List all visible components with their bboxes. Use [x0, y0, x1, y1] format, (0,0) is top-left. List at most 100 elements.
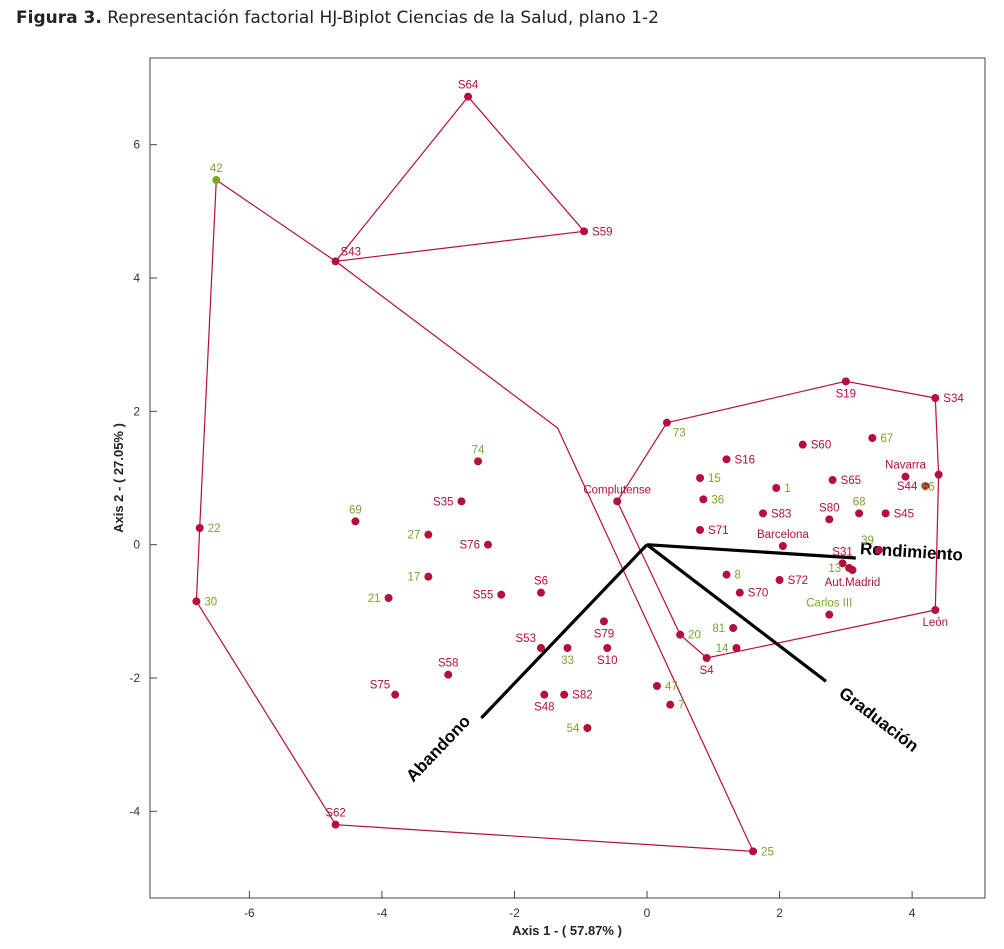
point-label-21: 21 [368, 593, 381, 605]
x-tick-label: -6 [244, 906, 255, 920]
point-label-1: 1 [784, 483, 790, 495]
point-s72 [775, 576, 784, 584]
point-label-s35: S35 [433, 496, 453, 508]
point-47 [652, 682, 661, 690]
point-label-s82: S82 [572, 690, 592, 702]
point-label-s55: S55 [473, 590, 493, 602]
y-tick-label: 4 [133, 271, 140, 285]
point-74 [474, 457, 483, 466]
point-aut-madrid [848, 566, 857, 574]
point-s53 [536, 644, 545, 652]
point-label-s19: S19 [836, 388, 856, 400]
point-label-s53: S53 [516, 633, 536, 645]
point-s59 [580, 227, 589, 236]
point-30 [192, 597, 201, 606]
point-s55 [497, 590, 506, 599]
figure-caption: Figura 3. Representación factorial HJ-Bi… [16, 8, 659, 28]
point-label-s45: S45 [894, 508, 914, 520]
point-label-s62: S62 [325, 808, 345, 820]
point-label-s48: S48 [534, 702, 554, 714]
y-tick-label: -2 [129, 671, 140, 685]
point-label-25: 25 [761, 846, 774, 858]
point-54 [583, 724, 592, 732]
point-label-s34: S34 [943, 393, 964, 405]
y-tick-label: 0 [133, 538, 140, 552]
point-label-s70: S70 [748, 588, 768, 600]
point-22 [195, 524, 204, 532]
point-navarra [901, 472, 910, 481]
point-17 [424, 572, 433, 581]
point-group: S64S59S43422230S62257469S3527S761721S6S5… [192, 80, 964, 858]
point-s71 [696, 526, 705, 534]
point-label-s83: S83 [771, 508, 791, 520]
point-69 [351, 517, 360, 526]
point-s76 [483, 540, 492, 549]
vector-label-graduaci-n: Graduación [836, 683, 923, 755]
point-s31 [838, 559, 847, 568]
point-s64 [464, 92, 473, 101]
point-complutense [613, 497, 622, 506]
point-label-13: 13 [828, 563, 841, 575]
point-s83 [758, 509, 767, 518]
vector-group: Rendimiento Graduación Abandono [402, 539, 963, 785]
point-label-s4: S4 [700, 665, 715, 677]
point-label-8: 8 [735, 570, 741, 582]
x-tick-label: 2 [776, 906, 783, 920]
point-25 [749, 847, 758, 856]
point-s10 [603, 644, 612, 652]
point-label-36: 36 [711, 494, 724, 506]
y-tick-label: 2 [133, 404, 140, 418]
point-s35 [457, 497, 466, 506]
y-tick-label: 6 [133, 138, 140, 152]
point-label-navarra: Navarra [885, 460, 927, 472]
point-8 [722, 570, 731, 579]
point-15 [696, 474, 705, 482]
point-20 [676, 630, 685, 639]
x-tick-label: -2 [509, 906, 520, 920]
point-barcelona [778, 542, 787, 550]
point-label-s44: S44 [897, 481, 918, 493]
point-s79 [599, 617, 608, 626]
point-s43 [331, 257, 340, 266]
point-label-74: 74 [472, 444, 485, 456]
hull-group [195, 95, 940, 852]
vector-abandono [480, 543, 649, 720]
point-s62 [331, 820, 340, 829]
point-label-s79: S79 [594, 628, 614, 640]
point-67 [868, 434, 877, 442]
point-s48 [540, 690, 549, 699]
point-14 [732, 644, 741, 652]
point-label-30: 30 [204, 596, 217, 608]
point-label-s80: S80 [819, 502, 839, 514]
point-s44 [921, 482, 930, 490]
point-label-s64: S64 [458, 80, 479, 92]
point-s6 [536, 588, 545, 597]
point-label-s31: S31 [832, 546, 852, 558]
point-s70 [735, 588, 744, 597]
point-42 [212, 176, 221, 184]
point-label-le-n: León [923, 617, 949, 629]
point-label-81: 81 [712, 623, 725, 635]
vector-label-rendimiento: Rendimiento [860, 539, 964, 565]
point-s58 [444, 670, 453, 679]
point-label-54: 54 [567, 723, 580, 735]
plot-frame [149, 57, 986, 899]
point-27 [424, 530, 433, 539]
point-label-27: 27 [408, 530, 421, 542]
point-label-barcelona: Barcelona [757, 529, 809, 541]
hull-left [195, 178, 755, 852]
point-s19 [841, 377, 850, 386]
point-label-complutense: Complutense [583, 484, 651, 496]
vector-graduaci-n [646, 543, 827, 683]
vector-label-abandono: Abandono [402, 712, 474, 786]
point-label-33: 33 [561, 655, 574, 667]
point-carlos-iii [825, 610, 834, 619]
point-36 [699, 495, 708, 504]
point-s45 [881, 509, 890, 518]
point-label-17: 17 [408, 572, 421, 584]
vector-rendimiento [646, 543, 856, 560]
point-label-s10: S10 [597, 655, 617, 667]
point-label-73: 73 [673, 428, 686, 440]
point-39 [874, 546, 883, 554]
